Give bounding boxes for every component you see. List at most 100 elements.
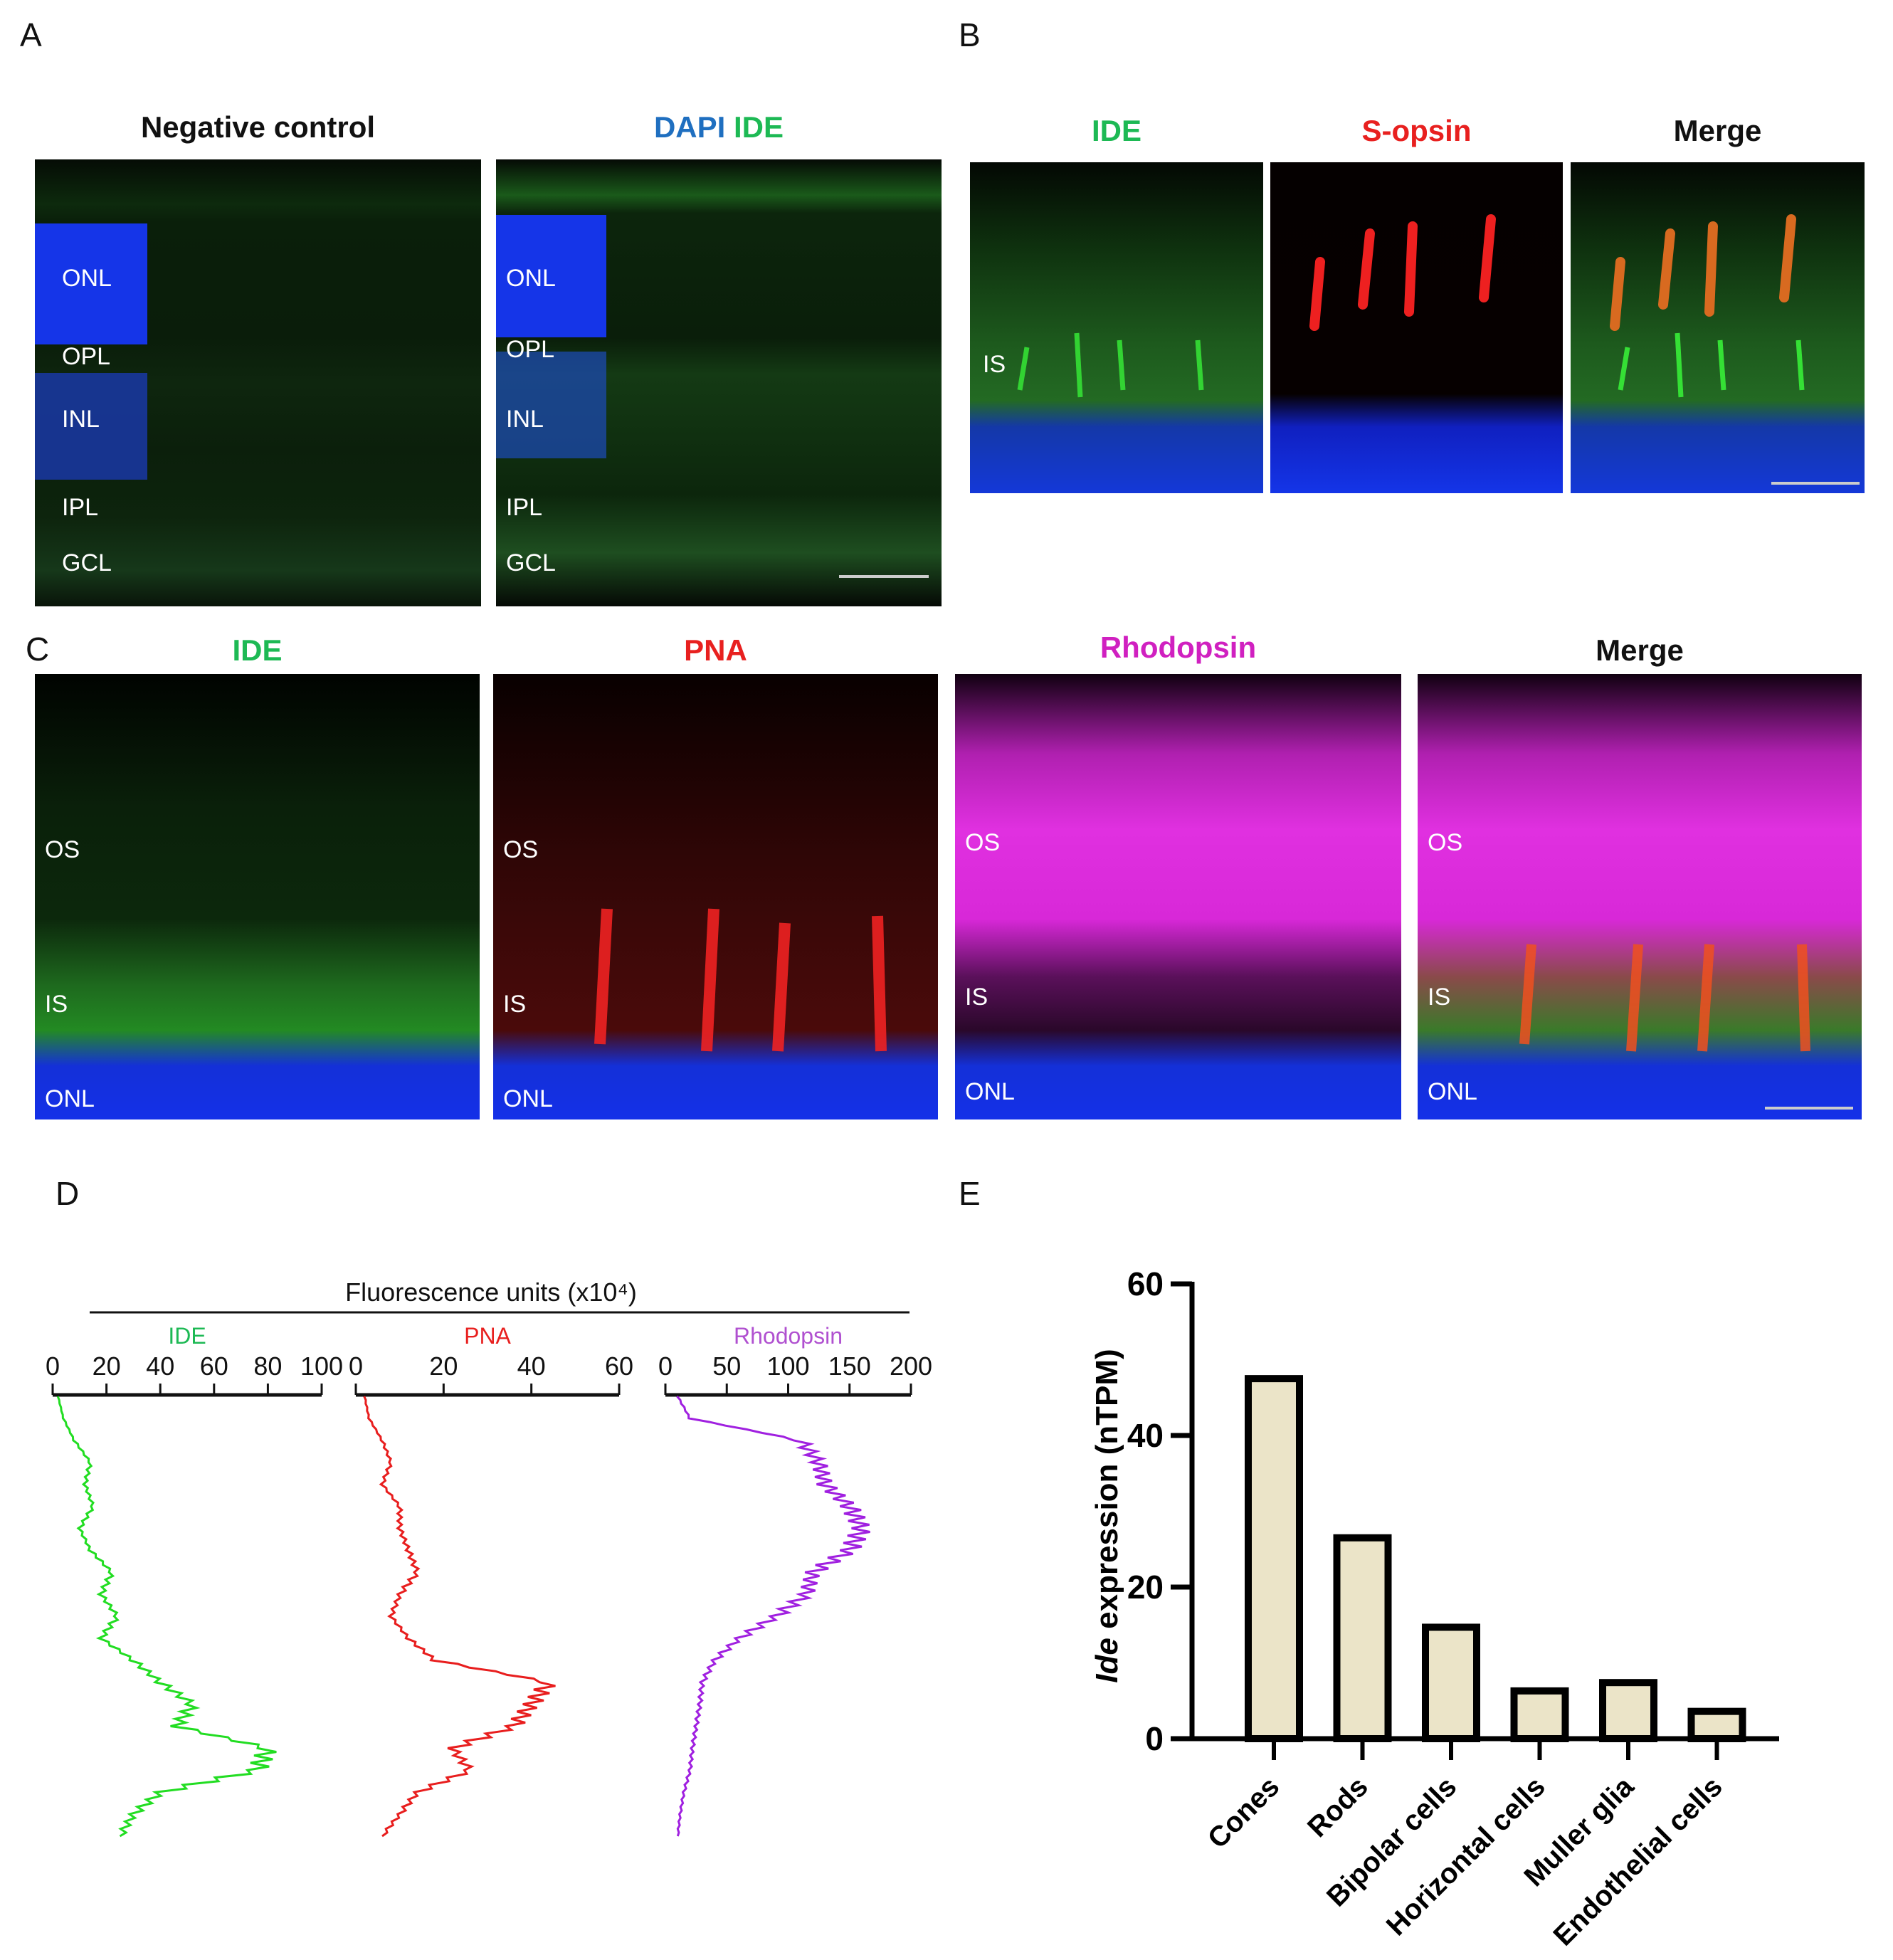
panel-b-title-s-opsin: S-opsin [1361, 114, 1472, 147]
layer-label-gcl: GCL [506, 549, 556, 576]
series-label: PNA [464, 1323, 511, 1349]
bar-rods [1333, 1534, 1392, 1743]
panel-c-title-ide: IDE [232, 633, 283, 667]
scale-bar [1771, 482, 1860, 485]
c-merge-micrograph: OS IS ONL [1418, 674, 1862, 1119]
panel-letter-c: C [26, 631, 50, 668]
layer-label-os: OS [45, 836, 80, 863]
s-opsin-streaks [1309, 214, 1496, 331]
x-tick-label: 0 [349, 1352, 363, 1381]
layer-label-ipl: IPL [62, 494, 99, 521]
panel-a-title-negative-control: Negative control [140, 110, 376, 144]
series-label: Rhodopsin [734, 1323, 843, 1349]
x-tick-label: 0 [46, 1352, 60, 1381]
chart-d-title: Fluorescence units (x10⁴) [345, 1277, 637, 1307]
x-tick-label: 80 [253, 1352, 282, 1381]
c-ide-micrograph: OS IS ONL [35, 674, 480, 1119]
panel-a-title-dapi-ide: DAPI IDE [496, 110, 942, 144]
x-tick-label: 100 [300, 1352, 343, 1381]
layer-label-onl: ONL [1428, 1078, 1477, 1105]
profile-line [56, 1396, 277, 1838]
dapi-ide-micrograph: ONL OPL INL IPL GCL [496, 159, 942, 606]
panel-b-title-merge: Merge [1673, 114, 1762, 147]
layer-label-onl: ONL [503, 1085, 553, 1112]
panel-letter-a: A [20, 16, 42, 53]
panel-b-title-ide: IDE [1091, 114, 1141, 147]
onl-dapi-region [496, 215, 606, 337]
bar-endothelial-cells [1687, 1707, 1746, 1742]
c-rhodopsin-micrograph: OS IS ONL [955, 674, 1401, 1119]
x-tick-label: 60 [200, 1352, 228, 1381]
pna-streaks [594, 908, 887, 1052]
panel-c-title-rhodopsin: Rhodopsin [1100, 631, 1257, 664]
x-tick-label: Rods [1302, 1771, 1374, 1843]
x-tick-label: 50 [712, 1352, 741, 1381]
x-tick-label: 150 [828, 1352, 871, 1381]
layer-label-is: IS [1428, 984, 1451, 1011]
panel-letter-d: D [56, 1175, 80, 1212]
profile-line [363, 1396, 556, 1838]
y-tick-label: 0 [1145, 1720, 1164, 1757]
layer-label-is: IS [983, 351, 1006, 378]
bar-bipolar-cells [1422, 1623, 1480, 1742]
layer-label-ipl: IPL [506, 494, 543, 521]
layer-label-os: OS [1428, 829, 1463, 856]
x-tick-label: Endothelial cells [1548, 1771, 1729, 1951]
inl-dapi-region [35, 373, 147, 480]
panel-letter-b: B [959, 16, 981, 53]
y-tick-label: 60 [1127, 1265, 1164, 1302]
layer-label-is: IS [503, 991, 527, 1018]
layer-label-inl: INL [506, 406, 544, 433]
series-label: IDE [168, 1323, 206, 1349]
layer-label-is: IS [45, 991, 68, 1018]
x-tick-label: 60 [605, 1352, 633, 1381]
b-s-opsin-micrograph [1270, 162, 1563, 493]
merge-streaks [1610, 214, 1805, 398]
panel-c-title-pna: PNA [684, 633, 747, 667]
profile-pna: PNA 0 20 40 60 [349, 1323, 633, 1838]
layer-label-onl: ONL [965, 1078, 1015, 1105]
layer-label-opl: OPL [62, 343, 111, 370]
layer-label-inl: INL [62, 406, 100, 433]
profile-line [676, 1396, 870, 1837]
profile-ide: IDE 0 20 40 60 80 100 [46, 1323, 343, 1838]
y-tick-label: 40 [1127, 1417, 1164, 1454]
bar-cones [1245, 1375, 1303, 1742]
inl-dapi-region [496, 352, 606, 458]
merge-streaks [1519, 944, 1810, 1052]
bar-horizontal-cells [1510, 1687, 1569, 1743]
layer-label-is: IS [965, 984, 988, 1011]
negative-control-micrograph: ONL OPL INL IPL GCL [35, 159, 481, 606]
layer-label-opl: OPL [506, 336, 555, 363]
c-pna-micrograph: OS IS ONL [493, 674, 938, 1119]
scale-bar [1765, 1107, 1853, 1110]
x-tick-label: 0 [658, 1352, 673, 1381]
layer-label-onl: ONL [62, 265, 112, 292]
ide-label: IDE [734, 110, 784, 144]
cone-ide-streaks [1017, 332, 1204, 398]
b-ide-micrograph: IS [970, 162, 1263, 493]
panel-c-title-merge: Merge [1596, 633, 1684, 667]
x-tick-label: Cones [1202, 1771, 1286, 1855]
layer-label-os: OS [965, 829, 1001, 856]
layer-label-gcl: GCL [62, 549, 112, 576]
layer-label-os: OS [503, 836, 539, 863]
x-tick-label: 40 [517, 1352, 546, 1381]
x-tick-label: 200 [890, 1352, 932, 1381]
x-tick-label: 40 [146, 1352, 174, 1381]
dapi-label: DAPI [653, 110, 726, 144]
layer-label-onl: ONL [506, 265, 556, 292]
panel-letter-e: E [959, 1175, 981, 1212]
x-tick-label: Horizontal cells [1381, 1771, 1551, 1941]
b-merge-micrograph [1571, 162, 1865, 493]
profile-rhodopsin: Rhodopsin 0 50 100 150 200 [658, 1323, 932, 1837]
x-tick-label: 20 [93, 1352, 121, 1381]
onl-dapi-region [35, 223, 147, 344]
x-tick-label: 20 [429, 1352, 458, 1381]
x-tick-label: 100 [766, 1352, 809, 1381]
layer-label-onl: ONL [45, 1085, 95, 1112]
fluorescence-profile-chart: Fluorescence units (x10⁴) IDE 0 20 40 60 80 100… [46, 1277, 932, 1838]
bar-muller-glia [1599, 1679, 1657, 1742]
y-axis-label: Ide expression (nTPM) [1090, 1349, 1124, 1682]
